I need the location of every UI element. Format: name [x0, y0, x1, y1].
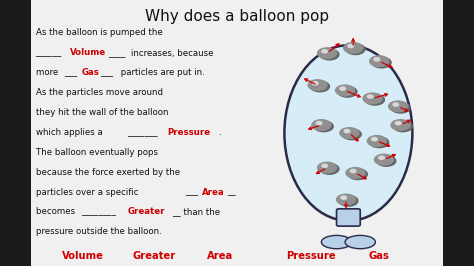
Circle shape	[320, 164, 339, 174]
Ellipse shape	[321, 235, 352, 249]
Circle shape	[322, 164, 328, 167]
Ellipse shape	[345, 235, 375, 249]
Circle shape	[372, 57, 391, 68]
Text: ________: ________	[82, 207, 117, 217]
Text: becomes: becomes	[36, 207, 77, 217]
Text: they hit the wall of the balloon: they hit the wall of the balloon	[36, 108, 168, 117]
Ellipse shape	[284, 45, 412, 221]
Text: ____  increases, because: ____ increases, because	[108, 48, 213, 57]
Circle shape	[346, 44, 365, 55]
Circle shape	[374, 154, 393, 165]
Circle shape	[314, 121, 333, 132]
Circle shape	[320, 49, 339, 60]
Circle shape	[318, 162, 337, 173]
Text: Greater: Greater	[132, 251, 176, 261]
Circle shape	[340, 87, 346, 90]
Text: Area: Area	[202, 188, 225, 197]
Text: pressure outside the balloon.: pressure outside the balloon.	[36, 227, 161, 236]
FancyBboxPatch shape	[31, 0, 443, 266]
Circle shape	[312, 120, 331, 130]
Text: __ than the: __ than the	[172, 207, 220, 217]
Circle shape	[372, 138, 377, 141]
Circle shape	[342, 129, 361, 140]
Text: more: more	[36, 68, 61, 77]
Circle shape	[308, 80, 327, 90]
Circle shape	[337, 194, 356, 205]
Circle shape	[389, 101, 408, 112]
Circle shape	[339, 196, 358, 206]
Text: Gas: Gas	[82, 68, 100, 77]
Circle shape	[374, 58, 380, 61]
Text: particles over a specific: particles over a specific	[36, 188, 141, 197]
Text: The balloon eventually pops: The balloon eventually pops	[36, 148, 157, 157]
Circle shape	[340, 128, 359, 138]
Text: Greater: Greater	[128, 207, 165, 217]
Circle shape	[344, 43, 363, 53]
Text: ___: ___	[185, 188, 198, 197]
Text: As the balloon is pumped the: As the balloon is pumped the	[36, 28, 162, 37]
Circle shape	[393, 121, 412, 132]
Text: Pressure: Pressure	[286, 251, 335, 261]
Text: Pressure: Pressure	[168, 128, 211, 137]
Circle shape	[391, 120, 410, 130]
Circle shape	[367, 95, 373, 98]
Circle shape	[379, 156, 384, 159]
Text: because the force exerted by the: because the force exerted by the	[36, 168, 180, 177]
Text: ___: ___	[64, 68, 77, 77]
Circle shape	[363, 93, 382, 104]
Text: Volume: Volume	[62, 251, 104, 261]
Circle shape	[370, 137, 389, 148]
Circle shape	[365, 94, 384, 105]
Text: ______: ______	[36, 48, 62, 57]
Circle shape	[393, 103, 399, 106]
Circle shape	[350, 169, 356, 173]
Text: Gas: Gas	[369, 251, 390, 261]
Circle shape	[322, 50, 328, 53]
Text: Area: Area	[207, 251, 234, 261]
Text: .: .	[218, 128, 221, 137]
Circle shape	[346, 168, 365, 178]
Circle shape	[367, 136, 386, 146]
Text: Why does a balloon pop: Why does a balloon pop	[145, 9, 329, 24]
Circle shape	[341, 196, 346, 199]
Circle shape	[312, 82, 318, 85]
Text: particles are put in.: particles are put in.	[118, 68, 204, 77]
Circle shape	[377, 156, 396, 166]
FancyBboxPatch shape	[337, 209, 360, 226]
Circle shape	[370, 56, 389, 66]
Circle shape	[344, 130, 350, 133]
Text: Volume: Volume	[70, 48, 106, 57]
Circle shape	[310, 81, 329, 92]
Circle shape	[316, 122, 322, 125]
Text: As the particles move around: As the particles move around	[36, 88, 163, 97]
Circle shape	[348, 169, 367, 180]
Circle shape	[395, 122, 401, 125]
Text: which applies a: which applies a	[36, 128, 105, 137]
Circle shape	[336, 85, 355, 96]
Circle shape	[338, 86, 357, 97]
Circle shape	[318, 48, 337, 59]
Circle shape	[348, 44, 354, 48]
Text: __: __	[228, 188, 236, 197]
Circle shape	[391, 102, 410, 113]
Text: _______: _______	[128, 128, 158, 137]
Text: ___: ___	[100, 68, 114, 77]
